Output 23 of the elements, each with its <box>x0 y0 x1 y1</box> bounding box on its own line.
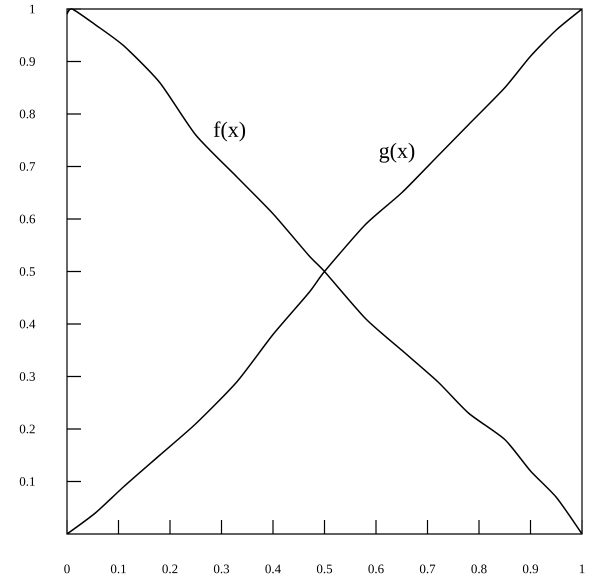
x-tick-label: 0.5 <box>316 564 332 574</box>
x-tick-label: 0.7 <box>420 564 436 574</box>
x-tick-label: 0.6 <box>368 564 384 574</box>
y-tick-label: 0.8 <box>20 110 35 118</box>
y-tick-label: 1 <box>30 4 35 14</box>
x-tick-label: 0.3 <box>214 564 230 574</box>
y-tick-label: 0.6 <box>20 214 36 224</box>
x-tick-label: 0.1 <box>110 564 126 574</box>
y-tick-label: 0.4 <box>20 320 36 328</box>
x-tick-label: 0.8 <box>471 564 487 574</box>
series-label: f(x) <box>214 121 246 142</box>
y-tick-label: 0.9 <box>20 57 35 66</box>
x-tick-label: 0.4 <box>265 564 281 574</box>
x-tick-label: 0.9 <box>522 564 538 574</box>
y-tick-label: 0.5 <box>20 267 35 276</box>
x-tick-label: 0.2 <box>162 564 178 574</box>
x-tick-label: 0 <box>64 564 70 574</box>
y-tick-label: 0.3 <box>20 372 35 381</box>
y-tick-label: 0.2 <box>20 424 35 434</box>
y-tick-label: 0.7 <box>20 162 36 171</box>
y-tick-label: 0.1 <box>20 477 35 486</box>
series-label: g(x) <box>380 142 414 163</box>
x-tick-label: 1 <box>580 564 584 574</box>
